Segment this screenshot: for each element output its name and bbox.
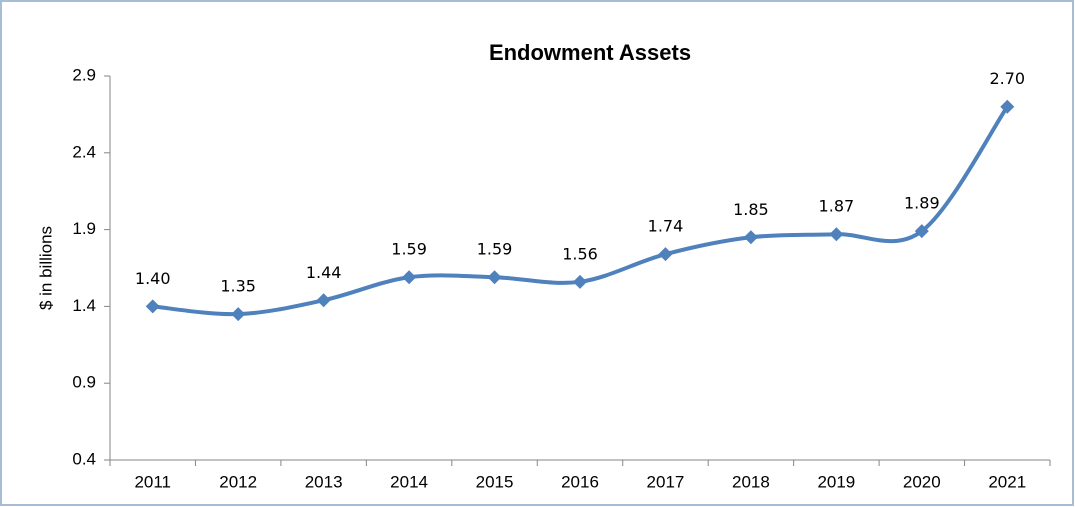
marker — [231, 307, 246, 322]
marker — [743, 230, 758, 245]
data-label: 1.59 — [391, 240, 427, 259]
marker — [914, 224, 929, 239]
data-label: 1.44 — [306, 263, 342, 282]
data-label: 1.59 — [477, 240, 513, 259]
x-tick-label: 2016 — [561, 472, 599, 491]
marker — [1000, 99, 1015, 114]
y-tick-label: 0.9 — [72, 373, 96, 392]
y-tick-label: 2.4 — [72, 142, 96, 161]
marker — [316, 293, 331, 308]
x-tick-label: 2018 — [732, 472, 770, 491]
x-tick-label: 2011 — [134, 472, 171, 491]
marker — [573, 274, 587, 289]
marker — [829, 227, 844, 242]
x-tick-label: 2019 — [817, 472, 855, 491]
x-tick-label: 2012 — [219, 472, 257, 491]
data-label: 1.35 — [220, 277, 256, 296]
marker — [658, 247, 673, 262]
data-label: 1.85 — [733, 200, 769, 219]
x-tick-label: 2014 — [390, 472, 428, 491]
x-tick-label: 2015 — [476, 472, 514, 491]
x-tick-label: 2020 — [903, 472, 941, 491]
marker — [145, 299, 160, 314]
data-label: 1.87 — [819, 197, 855, 216]
y-tick-label: 1.4 — [72, 296, 96, 315]
chart-title: Endowment Assets — [489, 40, 691, 65]
x-tick-label: 2017 — [647, 472, 685, 491]
data-label: 1.89 — [904, 194, 940, 213]
data-label: 1.56 — [562, 244, 598, 263]
marker — [402, 270, 417, 285]
y-tick-label: 1.9 — [72, 219, 96, 238]
x-tick-label: 2013 — [305, 472, 343, 491]
marker — [487, 270, 502, 285]
data-label: 1.40 — [135, 269, 171, 288]
y-axis-label: $ in billions — [36, 226, 55, 310]
data-label: 2.70 — [989, 69, 1025, 88]
x-tick-label: 2021 — [988, 472, 1026, 491]
y-tick-label: 0.4 — [72, 449, 96, 468]
y-tick-label: 2.9 — [72, 65, 96, 84]
data-label: 1.74 — [648, 217, 684, 236]
